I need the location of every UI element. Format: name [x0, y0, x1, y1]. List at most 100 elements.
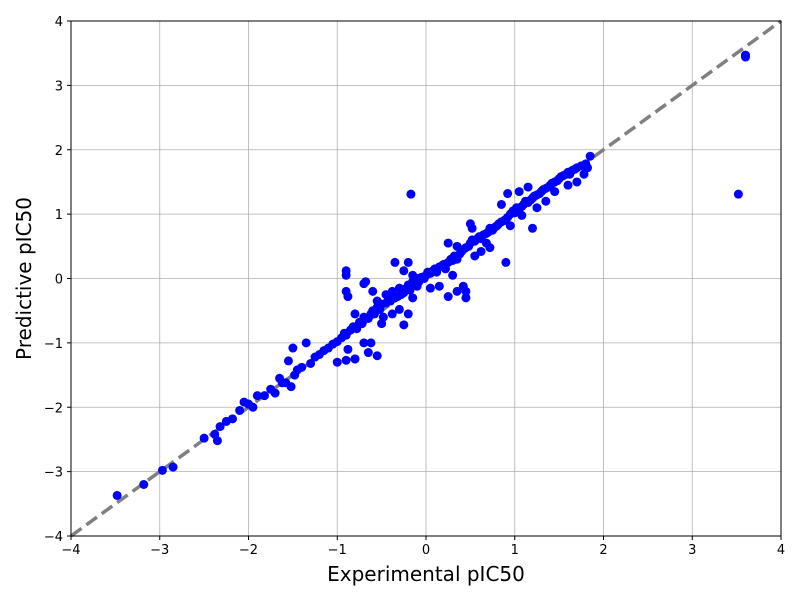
data-points: [112, 50, 750, 500]
data-point: [381, 290, 391, 300]
data-point: [387, 309, 397, 319]
data-point: [517, 210, 527, 220]
data-point: [443, 292, 453, 302]
data-point: [306, 358, 316, 368]
data-point: [350, 309, 360, 319]
data-point: [286, 382, 296, 392]
data-point: [228, 414, 238, 424]
data-point: [448, 270, 458, 280]
data-point: [485, 243, 495, 253]
data-point: [368, 286, 378, 296]
data-point: [523, 182, 533, 192]
data-point: [528, 223, 537, 233]
data-point: [252, 391, 262, 401]
data-point: [341, 270, 351, 280]
data-point: [199, 433, 209, 443]
data-point: [377, 319, 387, 329]
data-point: [332, 357, 342, 367]
y-tick-label: −2: [44, 401, 63, 416]
data-point: [733, 189, 743, 199]
x-tick-label: −1: [328, 543, 347, 558]
data-point: [452, 241, 462, 251]
data-point: [406, 189, 416, 199]
data-point: [505, 221, 515, 231]
data-point: [496, 199, 506, 209]
data-point: [461, 286, 471, 296]
data-point: [434, 281, 444, 291]
data-point: [408, 270, 418, 280]
data-point: [157, 465, 167, 475]
data-point: [343, 344, 353, 354]
y-tick-label: 3: [55, 79, 63, 94]
data-point: [514, 187, 524, 197]
data-point: [452, 286, 462, 296]
data-point: [359, 338, 369, 348]
data-point: [372, 296, 382, 306]
data-point: [235, 405, 245, 415]
data-point: [248, 402, 258, 412]
data-point: [366, 338, 376, 348]
data-point: [408, 293, 418, 303]
data-point: [550, 187, 560, 197]
y-tick-label: 2: [55, 144, 63, 159]
x-axis-label: Experimental pIC50: [327, 562, 525, 586]
data-point: [541, 196, 551, 206]
data-point: [394, 304, 404, 314]
data-point: [405, 285, 415, 295]
data-point: [532, 203, 542, 213]
y-axis-label: Predictive pIC50: [12, 197, 36, 360]
y-tick-label: −4: [44, 530, 63, 545]
data-point: [363, 348, 373, 358]
data-point: [297, 362, 307, 372]
data-point: [139, 480, 149, 489]
data-point: [341, 355, 351, 365]
data-point: [288, 343, 298, 353]
data-point: [390, 257, 400, 267]
data-point: [259, 391, 269, 401]
data-point: [563, 180, 573, 190]
data-point: [403, 309, 413, 319]
y-tick-label: 1: [55, 208, 63, 223]
data-point: [372, 351, 382, 361]
x-tick-label: 2: [599, 543, 607, 558]
x-tick-label: 1: [511, 543, 519, 558]
data-point: [215, 422, 225, 432]
y-tick-label: 4: [55, 15, 63, 30]
data-point: [425, 283, 435, 293]
data-point: [399, 266, 409, 276]
data-point: [585, 151, 595, 161]
data-point: [503, 189, 513, 199]
data-point: [343, 292, 353, 302]
data-point: [212, 436, 222, 446]
x-tick-label: −4: [61, 543, 80, 558]
data-point: [572, 177, 582, 187]
data-point: [476, 246, 486, 256]
data-point: [301, 338, 311, 348]
x-tick-label: −2: [239, 543, 258, 558]
y-tick-label: −3: [44, 466, 63, 481]
data-point: [403, 257, 413, 267]
data-point: [741, 50, 750, 60]
data-point: [350, 354, 360, 364]
axis-ticks: −4 −3 −2 −1 0 1 2 3 4 −4 −3 −2 −1 0 1 2 3 4: [44, 15, 785, 558]
y-tick-label: 0: [55, 273, 63, 288]
data-point: [461, 293, 471, 303]
data-point: [168, 462, 178, 472]
x-tick-label: −3: [150, 543, 169, 558]
x-tick-label: 3: [688, 543, 696, 558]
data-point: [112, 490, 122, 500]
data-point: [443, 238, 453, 248]
data-point: [270, 388, 280, 398]
data-point: [359, 279, 369, 289]
data-point: [501, 257, 511, 267]
data-point: [470, 251, 480, 261]
data-point: [399, 320, 409, 330]
x-tick-label: 4: [777, 543, 785, 558]
data-point: [583, 163, 593, 173]
data-point: [467, 223, 477, 233]
data-point: [412, 281, 422, 291]
data-point: [283, 356, 293, 366]
y-tick-label: −1: [44, 337, 63, 352]
x-tick-label: 0: [422, 543, 430, 558]
